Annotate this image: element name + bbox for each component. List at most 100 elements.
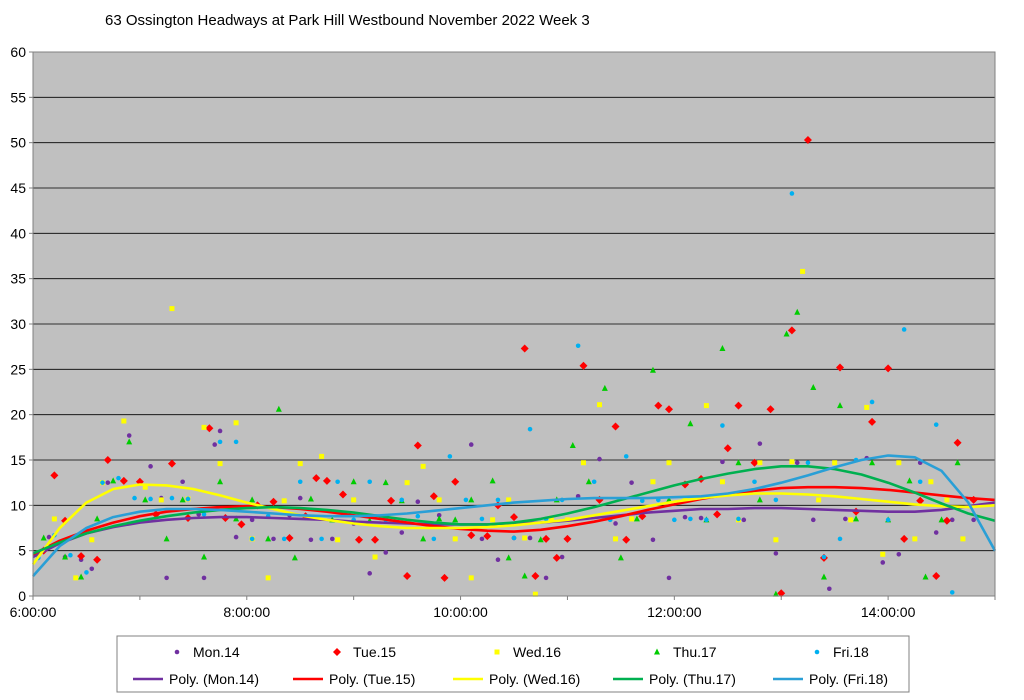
data-point <box>148 496 153 502</box>
data-point <box>237 520 246 529</box>
data-point <box>387 496 396 505</box>
data-point <box>735 459 742 466</box>
data-point <box>355 535 364 544</box>
data-point <box>110 477 117 484</box>
data-point <box>68 552 73 558</box>
data-point <box>452 516 459 523</box>
data-point <box>720 423 725 428</box>
y-tick-label: 35 <box>10 271 26 287</box>
data-point <box>522 535 528 541</box>
grid-lines <box>33 51 995 552</box>
legend-label: Poly. (Thu.17) <box>649 671 736 687</box>
data-point <box>399 530 405 535</box>
data-point <box>367 571 373 576</box>
data-point <box>415 513 421 519</box>
legend-label: Poly. (Fri.18) <box>809 671 888 687</box>
data-point <box>580 460 586 466</box>
data-point <box>896 551 902 557</box>
data-point <box>922 573 929 580</box>
data-point <box>777 589 786 598</box>
data-point <box>837 536 843 542</box>
data-point <box>119 476 128 485</box>
data-point <box>719 479 725 485</box>
data-point <box>415 499 421 505</box>
data-point <box>650 537 656 543</box>
y-tick-label: 15 <box>10 452 26 468</box>
data-point <box>62 553 69 560</box>
scatter-points <box>35 135 978 598</box>
data-point <box>953 438 962 447</box>
data-point <box>757 460 763 466</box>
data-point <box>489 477 496 484</box>
data-point <box>601 384 608 391</box>
data-point <box>265 535 272 542</box>
data-point <box>201 575 207 581</box>
legend-box <box>116 635 910 693</box>
data-point <box>100 480 105 485</box>
data-point <box>579 361 588 370</box>
data-point <box>971 517 976 523</box>
data-point <box>116 475 121 481</box>
data-point <box>932 572 941 581</box>
data-point <box>559 554 565 560</box>
data-point <box>794 308 801 315</box>
data-point <box>382 479 389 486</box>
data-point <box>89 537 95 543</box>
data-point <box>217 439 223 445</box>
data-point <box>752 479 757 485</box>
data-point <box>949 590 955 595</box>
data-point <box>900 534 909 543</box>
data-point <box>84 570 89 575</box>
data-point <box>649 366 656 373</box>
y-tick-label: 55 <box>10 89 26 105</box>
data-point <box>810 517 816 523</box>
data-point <box>639 498 645 504</box>
data-point <box>275 405 282 412</box>
data-point <box>552 553 561 562</box>
data-point <box>233 515 240 522</box>
data-point <box>623 454 629 459</box>
data-point <box>281 498 287 504</box>
data-point <box>864 404 870 410</box>
data-point <box>741 517 747 523</box>
data-point <box>329 536 335 542</box>
data-point <box>750 458 759 467</box>
data-point <box>698 515 704 521</box>
data-point <box>351 497 357 503</box>
data-point <box>167 459 176 468</box>
data-point <box>510 513 518 522</box>
data-point <box>803 135 812 144</box>
data-point <box>249 496 256 503</box>
data-point <box>703 403 709 409</box>
data-point <box>201 553 208 560</box>
data-point <box>949 517 955 523</box>
data-point <box>463 497 469 503</box>
data-point <box>233 420 239 426</box>
data-point <box>212 442 218 447</box>
data-point <box>126 438 133 445</box>
data-point <box>928 479 934 485</box>
data-point <box>291 554 298 561</box>
data-point <box>297 495 303 501</box>
data-point <box>285 533 294 542</box>
data-point <box>650 479 656 485</box>
data-point <box>820 573 827 580</box>
data-point <box>944 497 950 503</box>
data-point <box>350 478 357 485</box>
data-point <box>613 536 619 542</box>
data-point <box>163 535 170 542</box>
data-point <box>794 460 800 466</box>
data-point <box>542 534 551 543</box>
legend-marker <box>494 649 500 655</box>
data-point <box>164 575 169 581</box>
data-point <box>217 428 223 434</box>
data-point <box>495 497 501 503</box>
y-tick-label: 25 <box>10 361 26 377</box>
data-point <box>371 535 380 544</box>
data-point <box>89 566 95 572</box>
data-point <box>403 572 412 581</box>
data-point <box>543 575 549 581</box>
data-point <box>912 536 918 542</box>
y-tick-label: 10 <box>10 497 26 513</box>
legend-label: Poly. (Tue.15) <box>329 671 415 687</box>
